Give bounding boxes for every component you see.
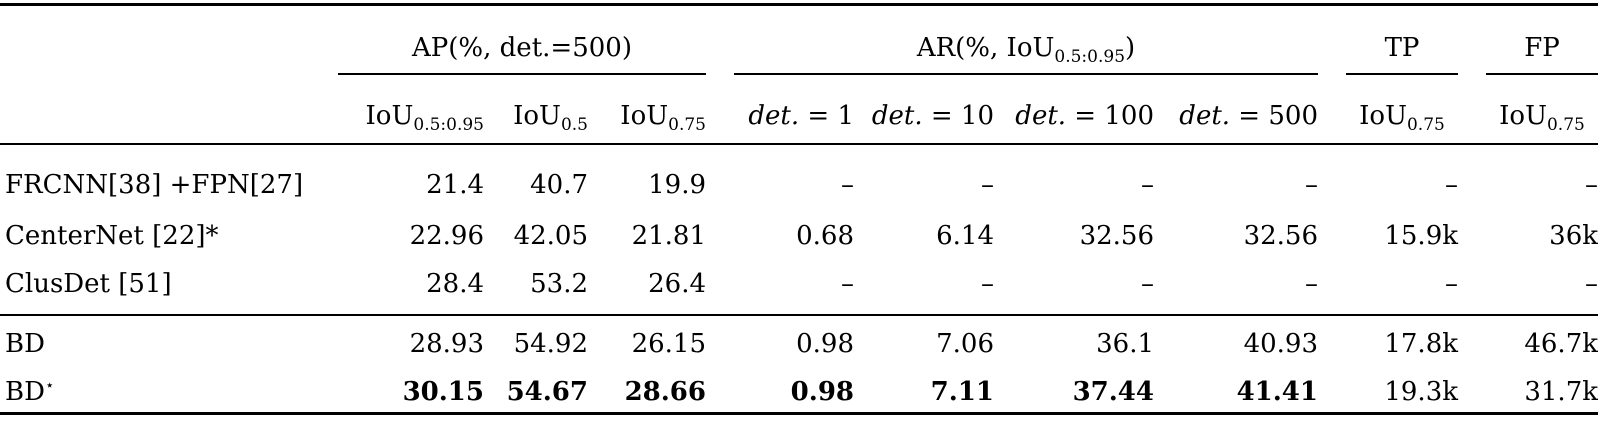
bottom-rule <box>0 412 1598 415</box>
row-centernet-ar-500: 32.56 <box>1243 221 1318 251</box>
row-clusdet-ar-10: – <box>981 269 994 299</box>
row-frcnn-method: FRCNN[38] +FPN[27] <box>5 170 304 200</box>
row-centernet-ap-5095: 22.96 <box>409 221 484 251</box>
row-bd-star-method: BD⋆ <box>5 376 55 407</box>
row-frcnn-ar-100: – <box>1141 170 1154 200</box>
row-clusdet-ap-075: 26.4 <box>648 269 706 299</box>
row-centernet-tp: 15.9k <box>1384 221 1458 251</box>
row-centernet-ar-10: 6.14 <box>936 221 994 251</box>
row-bd-ap-05: 54.92 <box>513 329 588 359</box>
row-bd-star-ar-500: 41.41 <box>1236 377 1318 407</box>
row-bd-ar-500: 40.93 <box>1243 329 1318 359</box>
subheader-ar-det-1: det. = 1 <box>748 101 854 131</box>
row-bd-ar-100: 36.1 <box>1096 329 1154 359</box>
row-frcnn-ap-5095: 21.4 <box>426 170 484 200</box>
fp-group-rule <box>1486 73 1598 75</box>
row-bd-ap-075: 26.15 <box>631 329 706 359</box>
row-centernet-ar-100: 32.56 <box>1079 221 1154 251</box>
row-bd-star-ar-100: 37.44 <box>1072 377 1154 407</box>
subheader-ap-iou-075: IoU0.75 <box>620 101 706 135</box>
row-frcnn-tp: – <box>1445 170 1458 200</box>
row-frcnn-fp: – <box>1585 170 1598 200</box>
row-centernet-fp: 36k <box>1549 221 1598 251</box>
row-frcnn-ar-10: – <box>981 170 994 200</box>
row-clusdet-method: ClusDet [51] <box>5 269 172 299</box>
row-bd-method: BD <box>5 329 45 359</box>
row-clusdet-ar-100: – <box>1141 269 1154 299</box>
row-bd-star-ap-05: 54.67 <box>506 377 588 407</box>
row-bd-star-ar-1: 0.98 <box>790 377 854 407</box>
row-bd-star-ap-075: 28.66 <box>624 377 706 407</box>
row-bd-star-fp: 31.7k <box>1524 377 1598 407</box>
row-bd-star-tp: 19.3k <box>1384 377 1458 407</box>
row-centernet-ap-05: 42.05 <box>513 221 588 251</box>
tp-group-rule <box>1346 73 1458 75</box>
subheader-ar-det-100: det. = 100 <box>1015 101 1154 131</box>
row-clusdet-fp: – <box>1585 269 1598 299</box>
header-ar: AR(%, IoU0.5:0.95) <box>916 33 1136 67</box>
subheader-ap-iou-5095: IoU0.5:0.95 <box>365 101 484 135</box>
row-bd-tp: 17.8k <box>1384 329 1458 359</box>
row-bd-ar-1: 0.98 <box>796 329 854 359</box>
row-clusdet-ap-05: 53.2 <box>530 269 588 299</box>
header-tp: TP <box>1384 33 1420 63</box>
row-bd-ap-5095: 28.93 <box>409 329 484 359</box>
row-bd-fp: 46.7k <box>1524 329 1598 359</box>
row-bd-star-ar-10: 7.11 <box>930 377 994 407</box>
row-clusdet-tp: – <box>1445 269 1458 299</box>
header-rule <box>0 143 1598 145</box>
header-ap: AP(%, det.=500) <box>412 33 632 63</box>
subheader-tp-iou-075: IoU0.75 <box>1359 101 1445 135</box>
row-centernet-method: CenterNet [22]* <box>5 221 219 251</box>
subheader-ar-det-500: det. = 500 <box>1179 101 1318 131</box>
group-separator-rule <box>0 314 1598 316</box>
row-clusdet-ar-500: – <box>1305 269 1318 299</box>
row-frcnn-ar-500: – <box>1305 170 1318 200</box>
ap-group-rule <box>338 73 706 75</box>
subheader-ap-iou-05: IoU0.5 <box>513 101 588 135</box>
subheader-fp-iou-075: IoU0.75 <box>1499 101 1585 135</box>
row-clusdet-ap-5095: 28.4 <box>426 269 484 299</box>
row-frcnn-ap-05: 40.7 <box>530 170 588 200</box>
row-bd-star-ap-5095: 30.15 <box>402 377 484 407</box>
row-bd-ar-10: 7.06 <box>936 329 994 359</box>
header-fp: FP <box>1524 33 1560 63</box>
subheader-ar-det-10: det. = 10 <box>871 101 994 131</box>
ar-group-rule <box>734 73 1318 75</box>
row-centernet-ar-1: 0.68 <box>796 221 854 251</box>
top-rule <box>0 3 1598 6</box>
row-frcnn-ap-075: 19.9 <box>648 170 706 200</box>
row-centernet-ap-075: 21.81 <box>631 221 706 251</box>
row-clusdet-ar-1: – <box>841 269 854 299</box>
row-frcnn-ar-1: – <box>841 170 854 200</box>
